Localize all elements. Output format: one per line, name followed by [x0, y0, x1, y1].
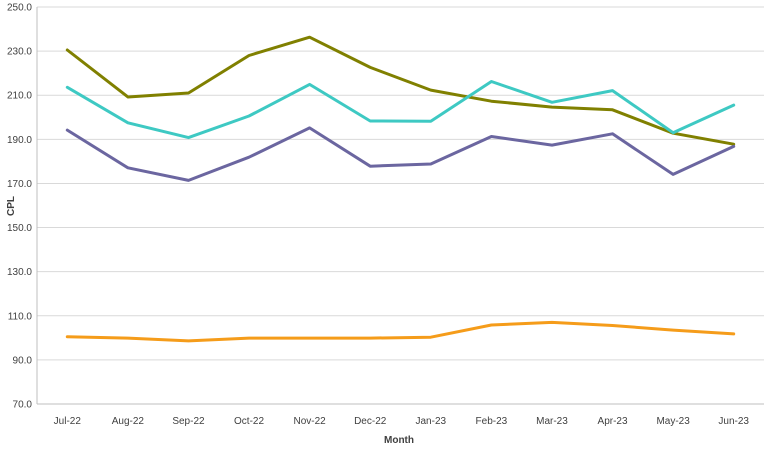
x-tick-label: Jun-23	[718, 416, 749, 427]
y-tick-label: 250.0	[7, 3, 32, 14]
y-tick-label: 70.0	[13, 400, 33, 411]
y-tick-label: 190.0	[7, 135, 32, 146]
y-tick-label: 130.0	[7, 267, 32, 278]
y-tick-label: 230.0	[7, 47, 32, 58]
y-tick-label: 210.0	[7, 91, 32, 102]
x-tick-label: Jul-22	[54, 416, 82, 427]
axes	[36, 7, 764, 405]
series-lines	[65, 35, 736, 343]
series-line-2	[65, 80, 736, 140]
x-tick-label: Dec-22	[354, 416, 387, 427]
x-axis-title: Month	[384, 435, 414, 446]
y-tick-labels: 70.0 90.0 110.0 130.0 150.0 170.0 190.0 210.0 23…	[7, 3, 32, 411]
x-tick-label: Jan-23	[416, 416, 447, 427]
x-tick-label: Mar-23	[536, 416, 568, 427]
x-tick-label: Feb-23	[476, 416, 508, 427]
series-line-1	[65, 35, 736, 146]
y-tick-label: 90.0	[13, 355, 33, 366]
series-line-4	[65, 320, 736, 343]
y-axis-title: CPL	[6, 196, 17, 216]
x-tick-label: Nov-22	[294, 416, 327, 427]
x-tick-label: May-23	[656, 416, 690, 427]
y-tick-label: 110.0	[8, 311, 33, 322]
grid-lines	[37, 6, 764, 405]
y-tick-label: 170.0	[7, 179, 32, 190]
x-tick-label: Apr-23	[598, 416, 628, 427]
series-line-3	[65, 126, 736, 182]
x-tick-label: Aug-22	[112, 416, 145, 427]
y-tick-label: 150.0	[7, 223, 32, 234]
x-tick-label: Sep-22	[172, 416, 205, 427]
x-tick-labels: Jul-22 Aug-22 Sep-22 Oct-22 Nov-22 Dec-22 Jan-…	[54, 416, 750, 427]
x-tick-label: Oct-22	[234, 416, 264, 427]
